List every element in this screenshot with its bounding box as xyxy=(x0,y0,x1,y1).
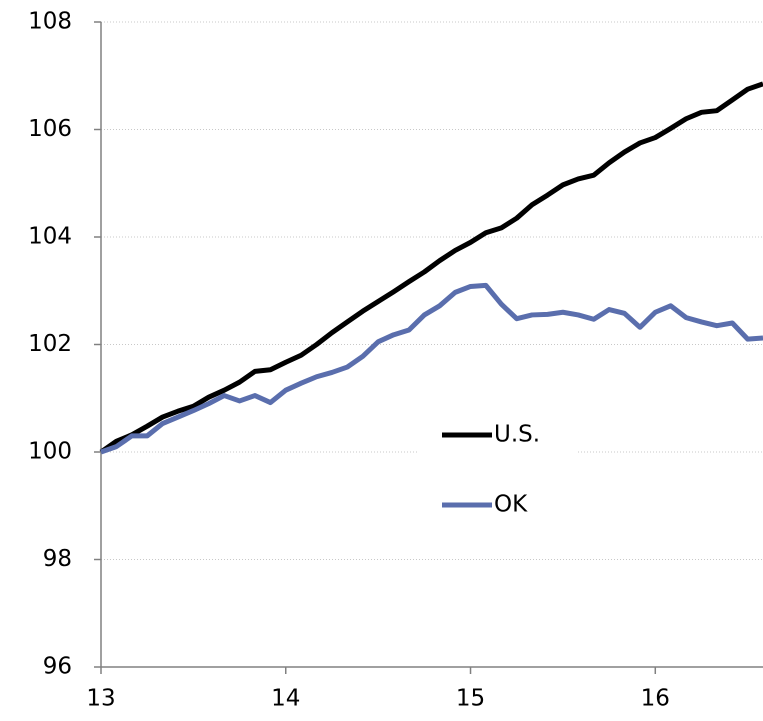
legend-label: U.S. xyxy=(494,422,540,448)
x-tick-label: 14 xyxy=(271,686,300,712)
legend-label: OK xyxy=(494,492,528,518)
y-tick-label: 106 xyxy=(28,116,72,142)
x-tick-label: 13 xyxy=(86,686,115,712)
line-series xyxy=(99,81,763,455)
y-tick-label: 108 xyxy=(28,9,72,35)
y-tick-label: 102 xyxy=(28,331,72,357)
line-series xyxy=(100,282,763,455)
y-tick-label: 100 xyxy=(28,439,72,465)
x-tick-label: 15 xyxy=(456,686,485,712)
y-tick-label: 104 xyxy=(28,224,72,250)
x-tick-label: 16 xyxy=(641,686,670,712)
y-tick-label: 98 xyxy=(43,546,72,572)
y-tick-label: 96 xyxy=(43,654,72,680)
legend-box xyxy=(418,410,578,528)
